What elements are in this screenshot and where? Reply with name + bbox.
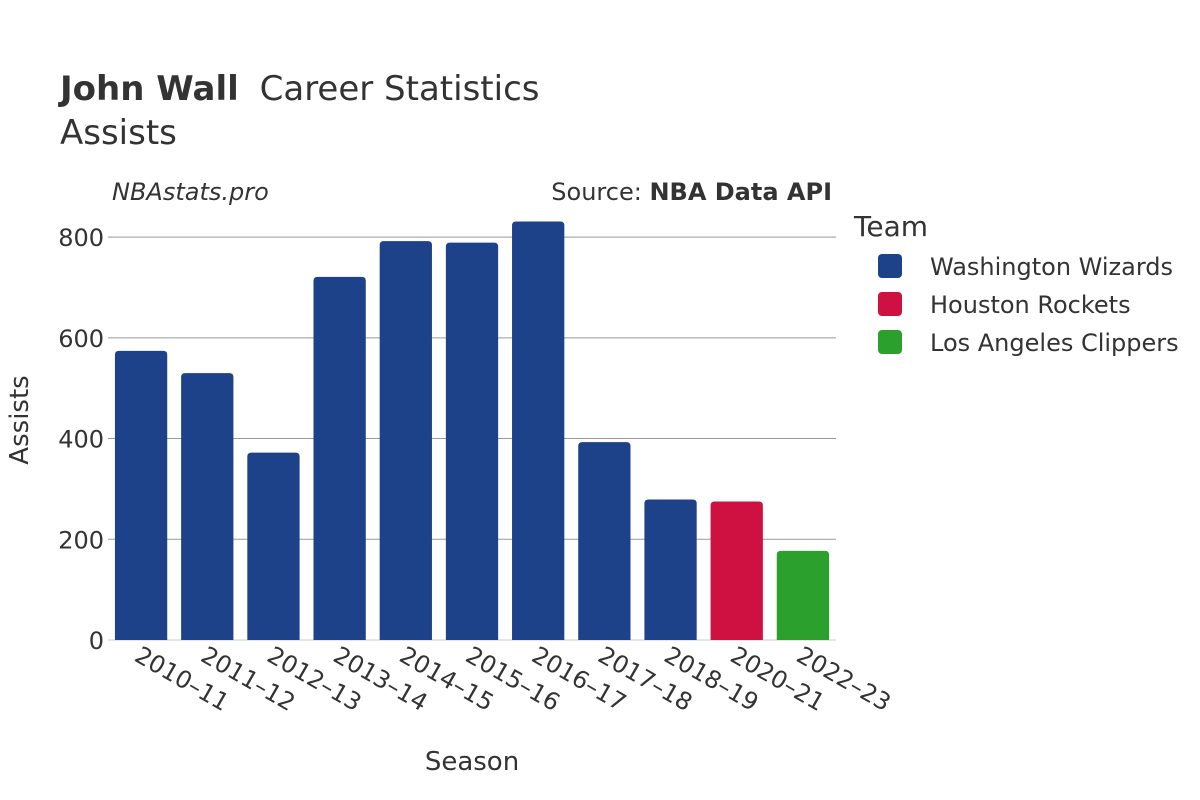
y-axis-label: Assists (5, 375, 35, 464)
y-tick-label: 600 (58, 325, 104, 353)
y-tick-label: 0 (89, 627, 104, 655)
x-axis-label: Season (425, 747, 519, 777)
x-tick-labels: 2010–112011–122012–132013–142014–152015–… (130, 641, 896, 717)
source-prefix: Source: (551, 178, 649, 206)
chart-title: John Wall Career Statistics (58, 69, 539, 109)
legend-label: Los Angeles Clippers (930, 329, 1179, 357)
legend-label: Washington Wizards (930, 253, 1173, 281)
bar-2022–23 (776, 550, 830, 640)
source-label: Source: NBA Data API (551, 178, 832, 206)
bar-2020–21 (710, 501, 763, 640)
bar-2015–16 (445, 242, 499, 640)
bar-2018–19 (644, 499, 697, 640)
title-player: John Wall (58, 69, 239, 109)
bar-2012–13 (247, 452, 300, 640)
bar-2017–18 (578, 442, 631, 640)
watermark: NBAstats.pro (112, 178, 269, 206)
bar-2016–17 (512, 221, 565, 640)
legend: Washington Wizards Houston Rockets Los Ang… (878, 253, 1179, 357)
legend-swatch (878, 330, 902, 354)
y-tick-label: 800 (58, 224, 104, 252)
bars (114, 221, 830, 641)
legend-title: Team (853, 210, 928, 243)
bar-2014–15 (379, 241, 432, 641)
bar-2010–11 (114, 350, 168, 640)
legend-swatch (878, 292, 902, 316)
title-rest: Career Statistics (260, 69, 540, 109)
bar-2011–12 (181, 373, 234, 640)
source-name: NBA Data API (649, 178, 832, 206)
y-tick-label: 400 (58, 426, 104, 454)
legend-swatch (878, 254, 902, 278)
y-tick-label: 200 (58, 526, 104, 554)
y-tick-labels: 0 200 400 600 800 (58, 224, 104, 655)
chart-subtitle: Assists (60, 113, 177, 153)
bar-2013–14 (313, 276, 366, 640)
legend-label: Houston Rockets (930, 291, 1131, 319)
